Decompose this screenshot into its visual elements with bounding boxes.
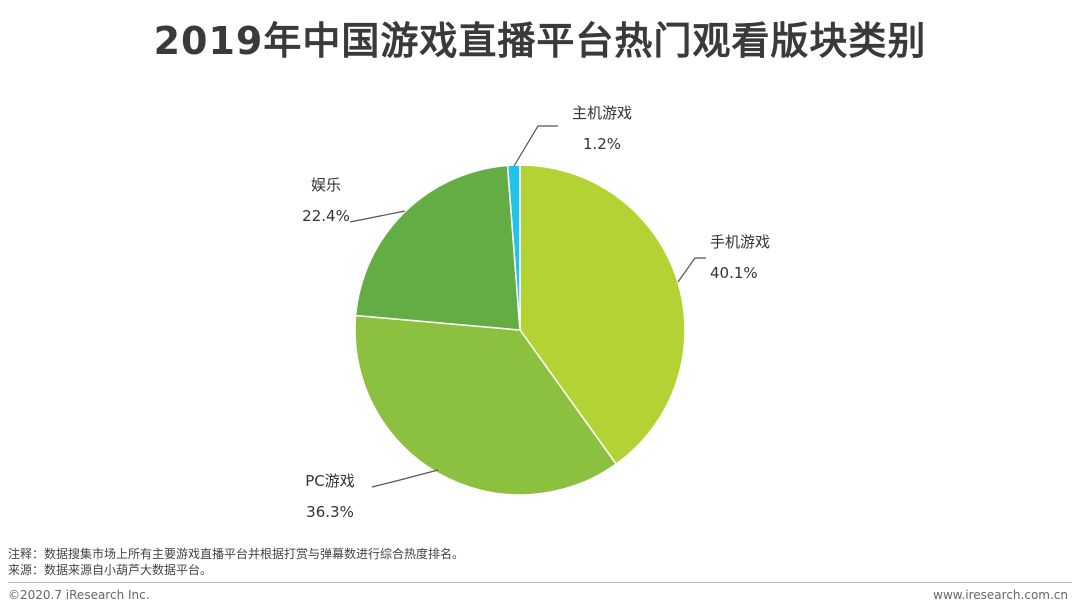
website-text: www.iresearch.com.cn bbox=[933, 588, 1068, 602]
slice-label-name-3: 娱乐 bbox=[311, 176, 341, 194]
slice-label-value-3: 22.4% bbox=[302, 207, 350, 225]
page-title: 2019年中国游戏直播平台热门观看版块类别 bbox=[153, 19, 927, 63]
slice-label-value-1: 40.1% bbox=[710, 264, 758, 282]
footer-divider bbox=[8, 582, 1072, 583]
slice-label-name-1: 手机游戏 bbox=[710, 233, 770, 251]
pie-slice-3 bbox=[354, 164, 521, 331]
leader-line-3 bbox=[349, 210, 406, 223]
leader-line-2 bbox=[371, 469, 439, 488]
chart-note: 注释：数据搜集市场上所有主要游戏直播平台并根据打赏与弹幕数进行综合热度排名。 bbox=[8, 547, 465, 561]
copyright-text: ©2020.7 iResearch Inc. bbox=[8, 588, 150, 602]
slice-label-value-2: 36.3% bbox=[306, 503, 354, 521]
slice-label-name-2: PC游戏 bbox=[305, 472, 355, 490]
leader-line-1 bbox=[677, 257, 706, 283]
chart-source: 来源：数据来源自小葫芦大数据平台。 bbox=[8, 563, 213, 577]
pie-slice-2 bbox=[354, 314, 618, 496]
pie-labels: 手机游戏 40.1% PC游戏 36.3% 娱乐 22.4% 主机游戏 1.2% bbox=[302, 104, 770, 521]
pie-slice-1 bbox=[519, 164, 686, 466]
leader-lines bbox=[349, 125, 706, 488]
slice-label-value-4: 1.2% bbox=[583, 135, 621, 153]
leader-line-4 bbox=[513, 125, 558, 167]
pie-slice-4 bbox=[506, 164, 521, 331]
pie-slices bbox=[354, 164, 686, 496]
slice-label-name-4: 主机游戏 bbox=[572, 104, 632, 122]
